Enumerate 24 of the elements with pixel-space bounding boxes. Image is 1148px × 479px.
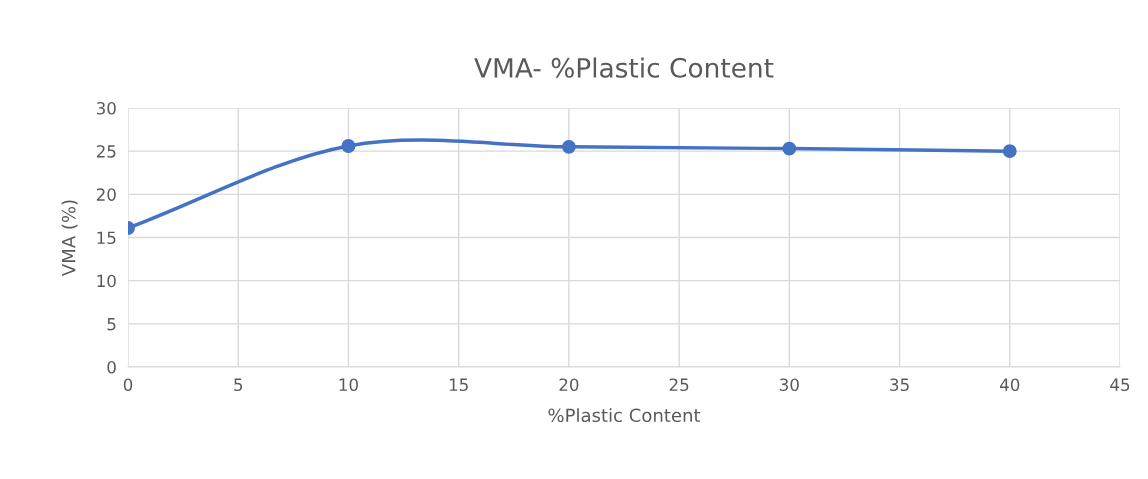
x-tick-label: 15: [449, 378, 468, 392]
x-tick-label: 0: [123, 378, 133, 392]
y-tick-label: 30: [96, 101, 116, 115]
y-tick-label: 5: [107, 318, 116, 331]
x-tick-label: 40: [999, 378, 1020, 392]
y-axis-title: VMA (%): [61, 200, 78, 276]
point: [561, 139, 576, 154]
x-tick-label: 20: [559, 378, 579, 392]
y-tick-label: 20: [96, 188, 116, 201]
y-tick-label: 25: [96, 145, 116, 158]
point: [341, 139, 356, 153]
y-tick-label: 10: [97, 274, 116, 288]
point: [1002, 144, 1017, 159]
x-tick-label: 25: [669, 378, 689, 392]
x-tick-label: 10: [339, 378, 358, 392]
x-tick-label: 35: [890, 378, 909, 392]
x-tick-label: 30: [780, 378, 799, 392]
x-tick-label: 5: [234, 378, 243, 392]
chart-title: VMA- %Plastic Content: [474, 57, 774, 78]
y-tick-label: 0: [107, 360, 116, 374]
x-tick-label: 45: [1110, 378, 1130, 392]
x-axis-title: %Plastic Content: [548, 408, 701, 423]
y-tick-label: 15: [97, 231, 116, 245]
point: [782, 141, 797, 156]
